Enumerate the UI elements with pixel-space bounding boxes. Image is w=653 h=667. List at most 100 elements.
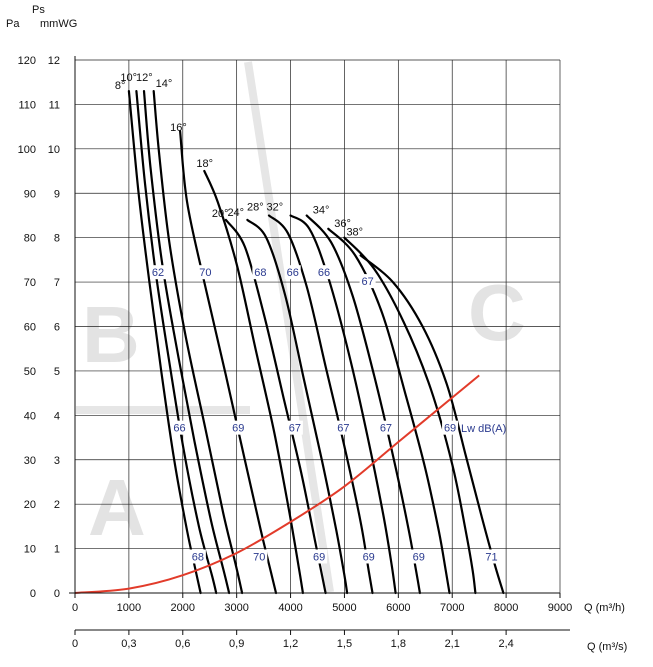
- sound-level-label: 69: [313, 551, 325, 563]
- y-tick-mmwg: 2: [54, 499, 60, 511]
- y-tick-pa: 30: [24, 455, 36, 467]
- y-tick-mmwg: 1: [54, 544, 60, 556]
- sound-level-label-bg: [483, 549, 500, 564]
- y-tick-pa: 60: [24, 322, 36, 334]
- sound-level-label-bg: [315, 265, 332, 280]
- sound-level-label: 67: [361, 276, 373, 288]
- sound-level-label-bg: [410, 549, 427, 564]
- x-tick-m3s: 0,3: [121, 638, 136, 650]
- blade-curve-36deg: [327, 227, 451, 595]
- blade-angle-label: 34°: [313, 204, 330, 216]
- sound-level-label-bg: [189, 549, 206, 564]
- x-tick-m3s: 1,5: [337, 638, 352, 650]
- sound-level-label: 67: [289, 423, 301, 435]
- x-tick-m3h: 4000: [278, 602, 302, 614]
- sound-level-label: 69: [363, 551, 375, 563]
- x-tick-m3h: 5000: [332, 602, 356, 614]
- sound-level-label: 68: [192, 551, 204, 563]
- sound-level-label: 71: [485, 551, 497, 563]
- q-m3h-axis-label: Q (m³/h): [584, 602, 625, 614]
- sound-level-label: 66: [173, 423, 185, 435]
- x-tick-m3h: 0: [72, 602, 78, 614]
- sound-level-label-bg: [335, 420, 352, 435]
- y-tick-mmwg: 11: [49, 99, 60, 111]
- y-tick-mmwg: 10: [48, 144, 60, 156]
- sound-level-label-bg: [230, 420, 247, 435]
- zone-divider-line: [244, 61, 334, 593]
- zone-label-a: A: [88, 463, 146, 552]
- sound-level-label: 66: [318, 267, 330, 279]
- sound-level-label: 70: [253, 551, 265, 563]
- zone-label-c: C: [468, 268, 526, 357]
- y-tick-mmwg: 8: [54, 233, 60, 245]
- y-tick-pa: 110: [18, 99, 36, 111]
- y-tick-mmwg: 12: [48, 55, 60, 67]
- sound-level-label-bg: [442, 420, 459, 435]
- y-tick-pa: 120: [18, 55, 36, 67]
- blade-angle-label: 16°: [170, 122, 187, 134]
- blade-angle-label: 28°: [247, 201, 264, 213]
- blade-angle-label: 14°: [156, 78, 173, 90]
- y-tick-mmwg: 6: [54, 322, 60, 334]
- sound-level-label: 70: [199, 267, 211, 279]
- blade-angle-label: 36°: [334, 218, 351, 230]
- y-tick-mmwg: 0: [54, 588, 60, 600]
- sound-level-label: 66: [287, 267, 299, 279]
- y-tick-mmwg: 7: [54, 277, 60, 289]
- y-tick-pa: 0: [30, 588, 36, 600]
- sound-level-label: 69: [413, 551, 425, 563]
- sound-level-label-bg: [360, 549, 377, 564]
- x-tick-m3h: 9000: [548, 602, 572, 614]
- blade-angle-label: 32°: [267, 201, 284, 213]
- blade-curve-32deg: [289, 214, 397, 595]
- sound-level-label: 67: [337, 423, 349, 435]
- x-tick-m3s: 0: [72, 638, 78, 650]
- sound-power-curve: [74, 374, 480, 594]
- x-tick-m3s: 1,8: [391, 638, 406, 650]
- sound-level-label: 69: [444, 423, 456, 435]
- sound-level-label-bg: [171, 420, 188, 435]
- blade-curve-18deg: [203, 169, 304, 595]
- y-tick-pa: 70: [24, 277, 36, 289]
- blade-angle-label: 8°: [115, 80, 126, 92]
- sound-level-label: 67: [380, 423, 392, 435]
- blade-curve-24deg: [246, 218, 349, 595]
- blade-angle-label: 12°: [136, 72, 153, 84]
- mmwg-unit-label: mmWG: [40, 18, 77, 30]
- zone-label-b: B: [82, 290, 140, 379]
- blade-angle-label: 24°: [227, 207, 244, 219]
- y-tick-mmwg: 3: [54, 455, 60, 467]
- x-tick-m3s: 1,2: [283, 638, 298, 650]
- blade-angle-label: 20°: [212, 208, 229, 220]
- x-tick-m3h: 7000: [440, 602, 464, 614]
- sound-power-curve-label: Lw dB(A): [461, 423, 506, 435]
- y-tick-mmwg: 9: [54, 188, 60, 200]
- sound-level-label-bg: [311, 549, 328, 564]
- x-tick-m3h: 8000: [494, 602, 518, 614]
- sound-level-label-bg: [377, 420, 394, 435]
- y-tick-pa: 20: [24, 499, 36, 511]
- x-tick-m3s: 2,1: [445, 638, 460, 650]
- sound-level-label-bg: [284, 265, 301, 280]
- blade-curve-16deg: [179, 130, 278, 595]
- sound-level-label-bg: [252, 265, 269, 280]
- blade-angle-label: 10°: [120, 72, 137, 84]
- sound-level-label: 62: [152, 267, 164, 279]
- x-tick-m3h: 3000: [224, 602, 248, 614]
- y-tick-mmwg: 4: [54, 410, 60, 422]
- blade-angle-label: 18°: [196, 158, 213, 170]
- ps-unit-label: Ps: [32, 4, 45, 16]
- sound-level-label-bg: [149, 265, 166, 280]
- blade-curve-28deg: [267, 214, 374, 595]
- sound-level-label-bg: [286, 420, 303, 435]
- y-tick-pa: 100: [18, 144, 36, 156]
- y-tick-pa: 50: [24, 366, 36, 378]
- x-tick-m3h: 1000: [117, 602, 141, 614]
- x-tick-m3s: 0,6: [175, 638, 190, 650]
- x-tick-m3h: 2000: [171, 602, 195, 614]
- blade-curve-34deg: [305, 214, 421, 595]
- sound-level-label-bg: [251, 549, 268, 564]
- sound-level-label: 69: [232, 423, 244, 435]
- chart-labels: Lw dB(A) 8°10°12° 14° 16° 18° 20°24° 28° 32° 34°…: [115, 72, 506, 564]
